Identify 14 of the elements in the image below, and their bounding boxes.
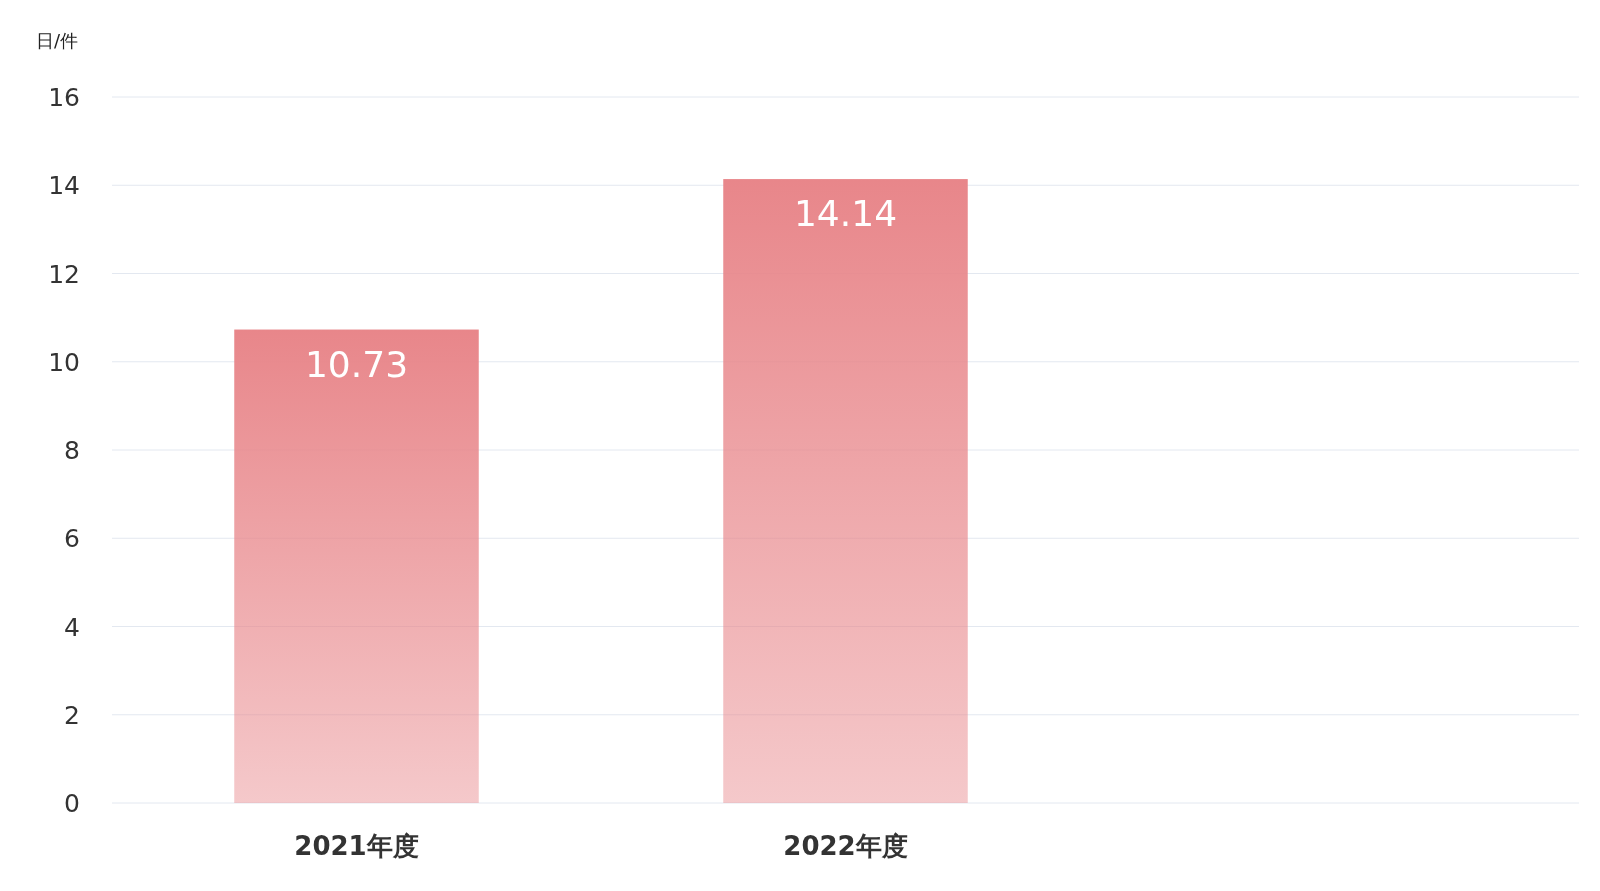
y-tick-label: 10	[48, 347, 80, 377]
x-tick-label: 2022年度	[783, 831, 908, 861]
y-axis-title: 日/件	[36, 30, 79, 51]
y-tick-label: 0	[64, 789, 80, 818]
y-tick-label: 14	[48, 171, 80, 201]
y-tick-label: 12	[48, 259, 80, 289]
y-tick-label: 8	[64, 436, 80, 465]
y-tick-label: 6	[64, 524, 80, 554]
y-tick-label: 16	[48, 83, 80, 112]
y-tick-label: 2	[64, 700, 80, 730]
x-tick-label: 2021年度	[294, 831, 419, 861]
data-label: 10.73	[304, 343, 409, 385]
data-label: 14.14	[793, 193, 898, 235]
y-tick-label: 4	[64, 612, 80, 642]
